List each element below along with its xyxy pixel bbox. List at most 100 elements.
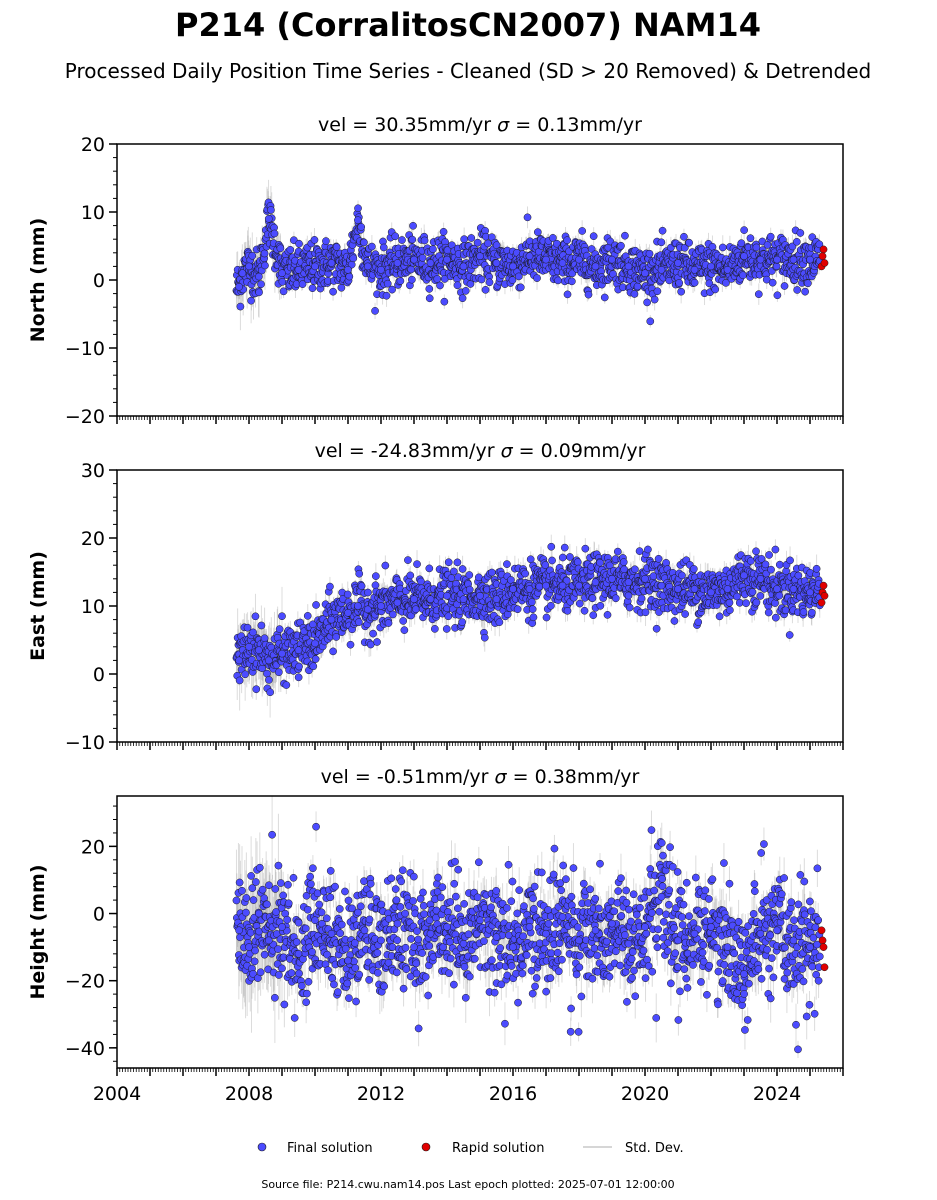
panel-north-ylabel: North (mm) [27, 218, 49, 343]
final-solution-point [383, 279, 392, 288]
final-solution-point [645, 249, 654, 258]
final-solution-point [633, 282, 642, 291]
final-solution-point [371, 307, 379, 315]
final-solution-point [740, 226, 748, 234]
final-solution-point [409, 221, 417, 230]
final-solution-point [276, 244, 285, 253]
final-solution-point [310, 236, 319, 244]
final-solution-point [793, 286, 802, 294]
final-solution-point [309, 662, 318, 671]
final-solution-point [674, 259, 682, 267]
final-solution-point [388, 285, 396, 294]
y-tick-label: 10 [81, 202, 105, 224]
final-solution-point [368, 242, 376, 251]
final-solution-point [270, 229, 279, 238]
final-solution-point [393, 259, 402, 267]
final-solution-point [295, 662, 303, 671]
final-solution-point [439, 227, 448, 236]
final-solution-point [460, 235, 469, 244]
final-solution-point [600, 293, 609, 302]
final-solution-point [264, 214, 273, 223]
final-solution-point [789, 255, 798, 264]
final-solution-point [247, 296, 255, 305]
rapid-solution-point [819, 245, 828, 254]
final-solution-point [360, 238, 368, 247]
final-solution-point [418, 253, 427, 262]
final-solution-point [575, 255, 583, 264]
final-solution-point [485, 278, 494, 287]
final-solution-point [278, 277, 287, 286]
final-solution-point [391, 232, 400, 241]
final-solution-point [286, 245, 295, 254]
final-solution-point [723, 265, 732, 274]
final-solution-point [436, 281, 444, 290]
final-solution-point [267, 206, 275, 214]
final-solution-point [680, 243, 689, 252]
figure-title: P214 (CorralitosCN2007) NAM14 [175, 6, 761, 44]
final-solution-point [685, 238, 693, 247]
final-solution-point [235, 676, 244, 685]
final-solution-point [722, 279, 730, 287]
final-solution-point [294, 673, 303, 682]
panel-north-plot: −20 −10 0 10 20 [65, 134, 844, 428]
final-solution-point [650, 295, 659, 304]
final-solution-point [477, 275, 486, 284]
final-solution-point [298, 280, 307, 288]
final-solution-point [542, 255, 550, 264]
final-solution-point [509, 262, 517, 271]
final-solution-point [279, 287, 288, 296]
final-solution-point [398, 236, 406, 244]
final-solution-point [772, 262, 781, 271]
final-solution-point [514, 272, 523, 281]
panel-east-title: vel = -24.83mm/yr σ = 0.09mm/yr [315, 440, 646, 462]
final-solution-point [295, 239, 303, 248]
y-tick-label: 0 [93, 270, 105, 292]
final-solution-point [440, 297, 449, 306]
final-solution-point [801, 287, 809, 296]
final-solution-point [408, 275, 416, 284]
final-solution-point [311, 655, 320, 663]
final-solution-point [533, 228, 542, 236]
final-solution-point [407, 265, 415, 274]
final-solution-point [410, 255, 418, 264]
final-solution-point [429, 245, 437, 253]
final-solution-point [278, 269, 286, 278]
final-solution-point [705, 279, 714, 288]
final-solution-point [608, 255, 616, 264]
final-solution-point [568, 277, 576, 286]
final-solution-point [589, 232, 598, 241]
final-solution-point [458, 294, 467, 303]
final-solution-point [804, 279, 812, 288]
plot-data [232, 179, 829, 331]
final-solution-point [308, 284, 317, 293]
final-solution-point [260, 634, 269, 643]
final-solution-point [251, 612, 260, 621]
final-solution-point [624, 262, 633, 271]
final-solution-point [337, 283, 346, 292]
panel-east-ylabel: East (mm) [27, 551, 49, 661]
final-solution-point [382, 291, 391, 300]
y-tick-label: −10 [65, 338, 105, 360]
final-solution-point [740, 252, 748, 261]
final-solution-point [303, 612, 312, 620]
final-solution-point [453, 281, 462, 290]
final-solution-point [261, 261, 269, 270]
final-solution-point [311, 262, 319, 271]
panel-north: vel = 30.35mm/yr σ = 0.13mm/yr North (mm… [27, 114, 844, 428]
final-solution-point [746, 234, 755, 243]
final-solution-point [533, 274, 541, 282]
final-solution-point [282, 681, 291, 689]
final-solution-point [677, 287, 686, 296]
final-solution-point [591, 262, 600, 271]
final-solution-point [578, 227, 587, 235]
final-solution-point [443, 255, 451, 264]
final-solution-point [711, 285, 720, 294]
final-solution-point [345, 272, 354, 281]
final-solution-point [690, 278, 699, 287]
panel-north-title: vel = 30.35mm/yr σ = 0.13mm/yr [318, 114, 642, 136]
rapid-solution-point [820, 259, 829, 267]
final-solution-point [476, 252, 484, 261]
final-solution-point [690, 265, 699, 274]
final-solution-point [523, 213, 532, 222]
